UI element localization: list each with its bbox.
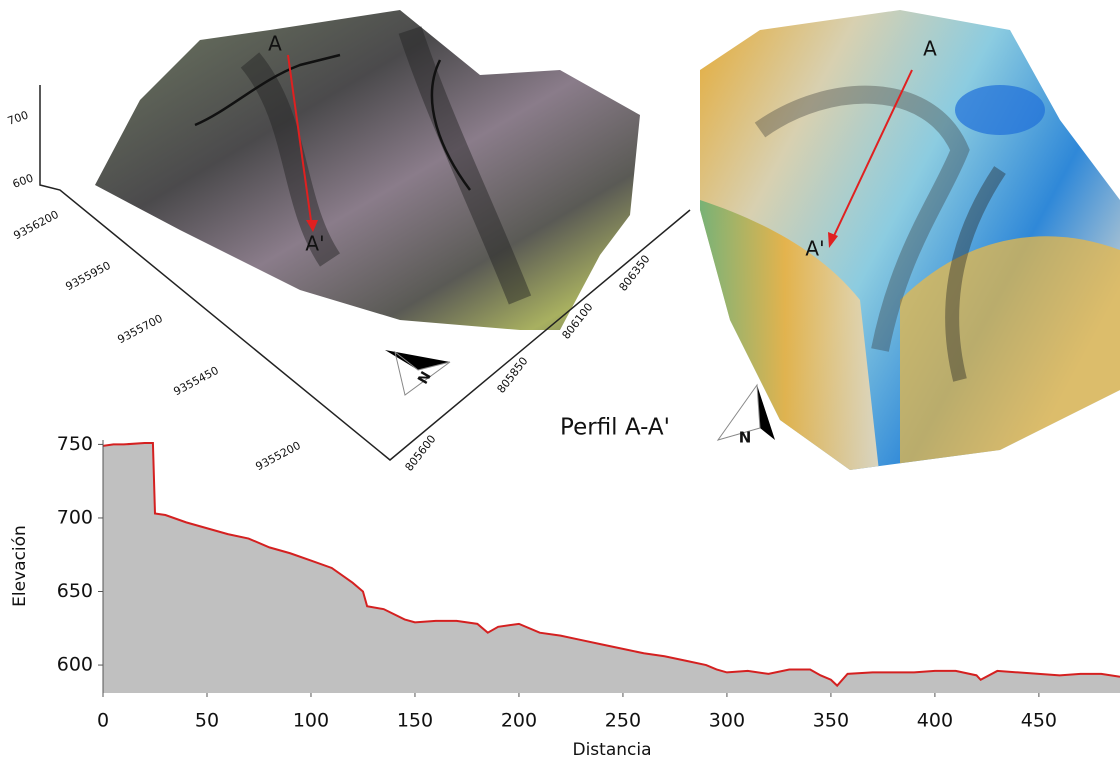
x-tick-label: 100 — [293, 710, 329, 732]
point-label: A — [268, 32, 282, 56]
x-tick-label: 50 — [195, 710, 219, 732]
map-tick-label: 600 — [11, 171, 35, 190]
point-label: A — [923, 37, 937, 61]
map-tick-label: 9355700 — [115, 312, 164, 346]
map-2d: A A' N — [690, 0, 1120, 480]
map-tick-label: 805850 — [494, 355, 530, 396]
x-tick-label: 450 — [1021, 710, 1057, 732]
map-tick-label: 805600 — [402, 433, 438, 474]
x-tick-label: 350 — [813, 710, 849, 732]
x-tick-label: 300 — [709, 710, 745, 732]
terrain — [95, 10, 640, 330]
x-tick-label: 250 — [605, 710, 641, 732]
area — [103, 443, 1120, 693]
map-tick-label: 9355950 — [63, 259, 112, 293]
x-axis-label: Distancia — [572, 740, 651, 760]
page: A A' N A A' N Perfil A-A' Elevación Dist… — [0, 0, 1120, 769]
x-tick-label: 150 — [397, 710, 433, 732]
north-label: N — [415, 369, 435, 387]
x-tick-label: 400 — [917, 710, 953, 732]
map-tick-label: 9356200 — [11, 208, 60, 242]
x-tick-label: 0 — [97, 710, 109, 732]
point-label: A' — [305, 232, 324, 256]
y-tick-label: 700 — [57, 506, 93, 528]
map-tick-label: 806350 — [616, 253, 652, 294]
x-tick-label: 200 — [501, 710, 537, 732]
figure: A A' N A A' N Perfil A-A' Elevación Dist… — [0, 0, 1120, 769]
map-tick-label: 9355200 — [253, 439, 302, 473]
y-tick-label: 750 — [57, 433, 93, 455]
chart-title: Perfil A-A' — [560, 415, 670, 441]
y-tick-label: 600 — [57, 654, 93, 676]
y-axis-label: Elevación — [10, 525, 30, 607]
map-tick-label: 700 — [6, 108, 30, 127]
map-3d: A A' N — [40, 10, 690, 460]
point-label: A' — [805, 237, 824, 261]
north-label: N — [739, 429, 752, 447]
y-tick-label: 650 — [57, 580, 93, 602]
map-tick-label: 9355450 — [171, 364, 220, 398]
